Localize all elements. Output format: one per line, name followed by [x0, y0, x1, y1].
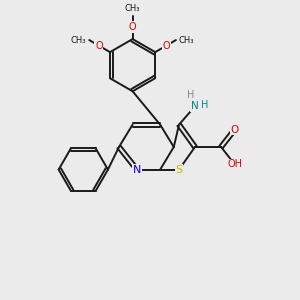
Text: H: H — [201, 100, 209, 110]
Text: O: O — [129, 22, 136, 32]
Text: N: N — [133, 165, 141, 175]
Text: O: O — [95, 40, 103, 51]
Text: O: O — [163, 40, 170, 51]
Text: CH₃: CH₃ — [179, 36, 194, 45]
Text: O: O — [231, 124, 239, 135]
Text: N: N — [191, 101, 199, 111]
Text: OH: OH — [227, 159, 242, 170]
Text: S: S — [176, 165, 183, 175]
Text: H: H — [187, 90, 194, 100]
Text: CH₃: CH₃ — [71, 36, 86, 45]
Text: CH₃: CH₃ — [125, 4, 140, 13]
